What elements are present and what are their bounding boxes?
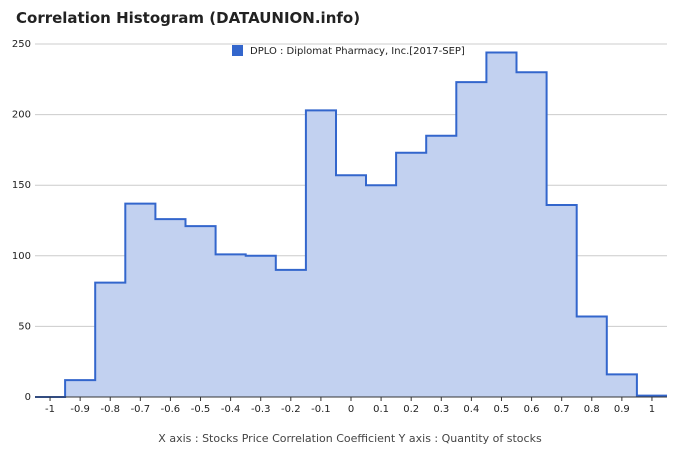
- x-tick-label: 1: [649, 404, 655, 415]
- axis-layer: 0 50 100 150 200 250 -1 -0.9 -0.8 -0.7 -0.6 -0.5 -0.…: [12, 39, 667, 415]
- x-tick-label: 0.4: [463, 404, 479, 415]
- series-layer: [35, 51, 667, 398]
- histogram-bin: [65, 380, 95, 397]
- x-tick-label: -0.2: [281, 404, 301, 415]
- x-tick-label: -0.9: [70, 404, 90, 415]
- histogram-bin: [276, 270, 306, 397]
- histogram-bin: [185, 226, 215, 397]
- x-tick-label: -0.5: [191, 404, 211, 415]
- histogram-bin: [246, 256, 276, 397]
- x-axis-label: X axis : Stocks Price Correlation Coeffi…: [158, 432, 542, 445]
- x-tick-label: 0.9: [614, 404, 630, 415]
- chart-title: Correlation Histogram (DATAUNION.info): [16, 9, 361, 27]
- x-tick-label: -0.8: [100, 404, 120, 415]
- x-tick-label: -0.6: [161, 404, 181, 415]
- histogram-bin: [155, 219, 185, 397]
- y-tick-label: 200: [12, 110, 31, 121]
- x-tick-label: 0.2: [403, 404, 419, 415]
- histogram-area: [35, 52, 667, 397]
- x-tick-label: -0.3: [251, 404, 271, 415]
- histogram-bin: [607, 374, 637, 397]
- x-tick-label: -1: [45, 404, 55, 415]
- histogram-bin: [426, 136, 456, 397]
- x-tick-label: 0.3: [433, 404, 449, 415]
- histogram-outline: [35, 51, 667, 398]
- y-tick-label: 100: [12, 251, 31, 262]
- x-tick-label: 0: [348, 404, 354, 415]
- legend-swatch: [232, 45, 243, 56]
- x-tick-label: 0.5: [494, 404, 510, 415]
- legend-label: DPLO : Diplomat Pharmacy, Inc.[2017-SEP]: [250, 46, 465, 57]
- x-tick-label: 0.1: [373, 404, 389, 415]
- x-tick-label: 0.8: [584, 404, 600, 415]
- x-tick-label: -0.7: [131, 404, 151, 415]
- histogram-bin: [125, 204, 155, 397]
- histogram-bin: [456, 82, 486, 397]
- histogram-bin: [486, 52, 516, 397]
- y-tick-label: 0: [25, 392, 31, 403]
- histogram-bin: [95, 283, 125, 397]
- legend[interactable]: DPLO : Diplomat Pharmacy, Inc.[2017-SEP]: [232, 45, 465, 57]
- histogram-bin: [336, 175, 366, 397]
- histogram-bin: [306, 110, 336, 397]
- x-tick-label: 0.7: [554, 404, 570, 415]
- y-tick-label: 50: [18, 321, 31, 332]
- histogram-bin: [366, 185, 396, 397]
- y-tick-label: 250: [12, 39, 31, 50]
- x-tick-label: 0.6: [524, 404, 540, 415]
- histogram-bin: [577, 317, 607, 397]
- histogram-bin: [547, 205, 577, 397]
- histogram-bin: [396, 153, 426, 397]
- histogram-bin: [216, 254, 246, 397]
- x-tick-label: -0.1: [311, 404, 331, 415]
- histogram-bin: [517, 72, 547, 397]
- y-tick-label: 150: [12, 180, 31, 191]
- x-tick-label: -0.4: [221, 404, 241, 415]
